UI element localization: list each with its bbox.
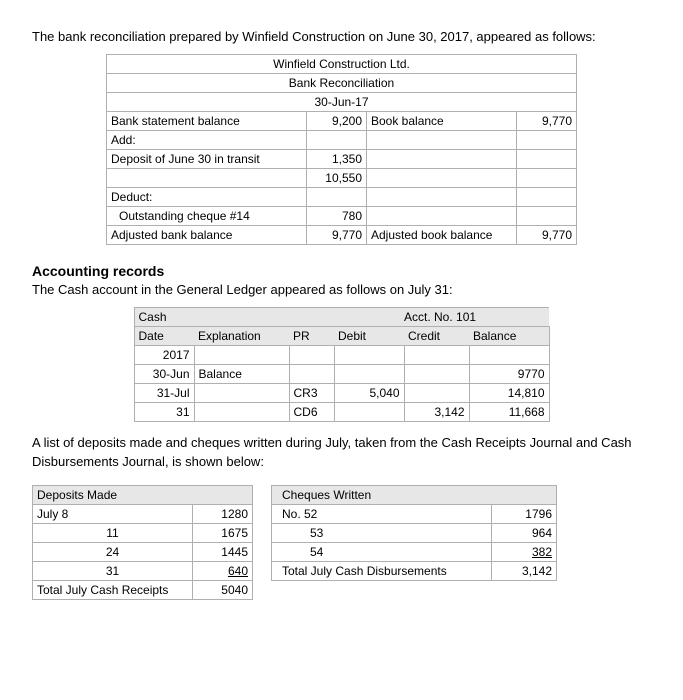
dep-a1: 1280 [193,504,253,523]
chq-total-label: Total July Cash Disbursements [272,561,492,580]
dep-d3: 24 [33,542,193,561]
intro-text: The bank reconciliation prepared by Winf… [32,28,651,46]
dep-a3: 1445 [193,542,253,561]
ledger-intro: The Cash account in the General Ledger a… [32,281,651,299]
ledger-year: 2017 [134,346,194,365]
ledger-r1-exp: Balance [194,365,289,384]
reconciliation-table: Winfield Construction Ltd. Bank Reconcil… [106,54,577,245]
ledger-r3-bal: 11,668 [469,403,549,422]
chq-a3: 382 [492,542,557,561]
label-bank-stmt: Bank statement balance [107,112,307,131]
label-book-bal: Book balance [367,112,517,131]
dep-total: 5040 [193,580,253,599]
ledger-r2-date: 31-Jul [134,384,194,403]
ledger-r3-date: 31 [134,403,194,422]
ledger-account-no: Acct. No. 101 [334,308,549,327]
chq-total: 3,142 [492,561,557,580]
dep-d4: 31 [33,561,193,580]
val-outstanding: 780 [307,207,367,226]
deposits-table: Deposits Made July 81280 111675 241445 3… [32,485,253,600]
label-adj-bank: Adjusted bank balance [107,226,307,245]
label-outstanding: Outstanding cheque #14 [107,207,307,226]
col-credit: Credit [404,327,469,346]
val-deposit-transit: 1,350 [307,150,367,169]
ledger-r3-credit: 3,142 [404,403,469,422]
col-balance: Balance [469,327,549,346]
section-accounting-records: Accounting records [32,263,651,279]
recon-company: Winfield Construction Ltd. [107,55,577,74]
ledger-r3-pr: CD6 [289,403,334,422]
ledger-r2-debit: 5,040 [334,384,404,403]
ledger-r1-date: 30-Jun [134,365,194,384]
chq-a1: 1796 [492,504,557,523]
val-book-bal: 9,770 [517,112,577,131]
list-intro: A list of deposits made and cheques writ… [32,434,651,470]
ledger-account-name: Cash [134,308,334,327]
label-deduct: Deduct: [107,188,307,207]
val-subtotal: 10,550 [307,169,367,188]
col-debit: Debit [334,327,404,346]
dep-a2: 1675 [193,523,253,542]
ledger-table: Cash Acct. No. 101 Date Explanation PR D… [134,307,550,422]
label-add: Add: [107,131,307,150]
dep-total-label: Total July Cash Receipts [33,580,193,599]
val-adj-book: 9,770 [517,226,577,245]
col-pr: PR [289,327,334,346]
ledger-r1-bal: 9770 [469,365,549,384]
recon-date: 30-Jun-17 [107,93,577,112]
chq-a2: 964 [492,523,557,542]
chq-n3: 54 [272,542,492,561]
col-date: Date [134,327,194,346]
cheques-header: Cheques Written [272,485,557,504]
cheques-table: Cheques Written No. 521796 53964 54382 T… [271,485,557,581]
col-explanation: Explanation [194,327,289,346]
val-bank-stmt: 9,200 [307,112,367,131]
recon-title: Bank Reconciliation [107,74,577,93]
deposits-header: Deposits Made [33,485,253,504]
val-adj-bank: 9,770 [307,226,367,245]
ledger-r2-pr: CR3 [289,384,334,403]
chq-n2: 53 [272,523,492,542]
label-deposit-transit: Deposit of June 30 in transit [107,150,307,169]
dep-d1: July 8 [33,504,193,523]
label-adj-book: Adjusted book balance [367,226,517,245]
dep-d2: 11 [33,523,193,542]
dep-a4: 640 [193,561,253,580]
chq-n1: No. 52 [272,504,492,523]
ledger-r2-bal: 14,810 [469,384,549,403]
